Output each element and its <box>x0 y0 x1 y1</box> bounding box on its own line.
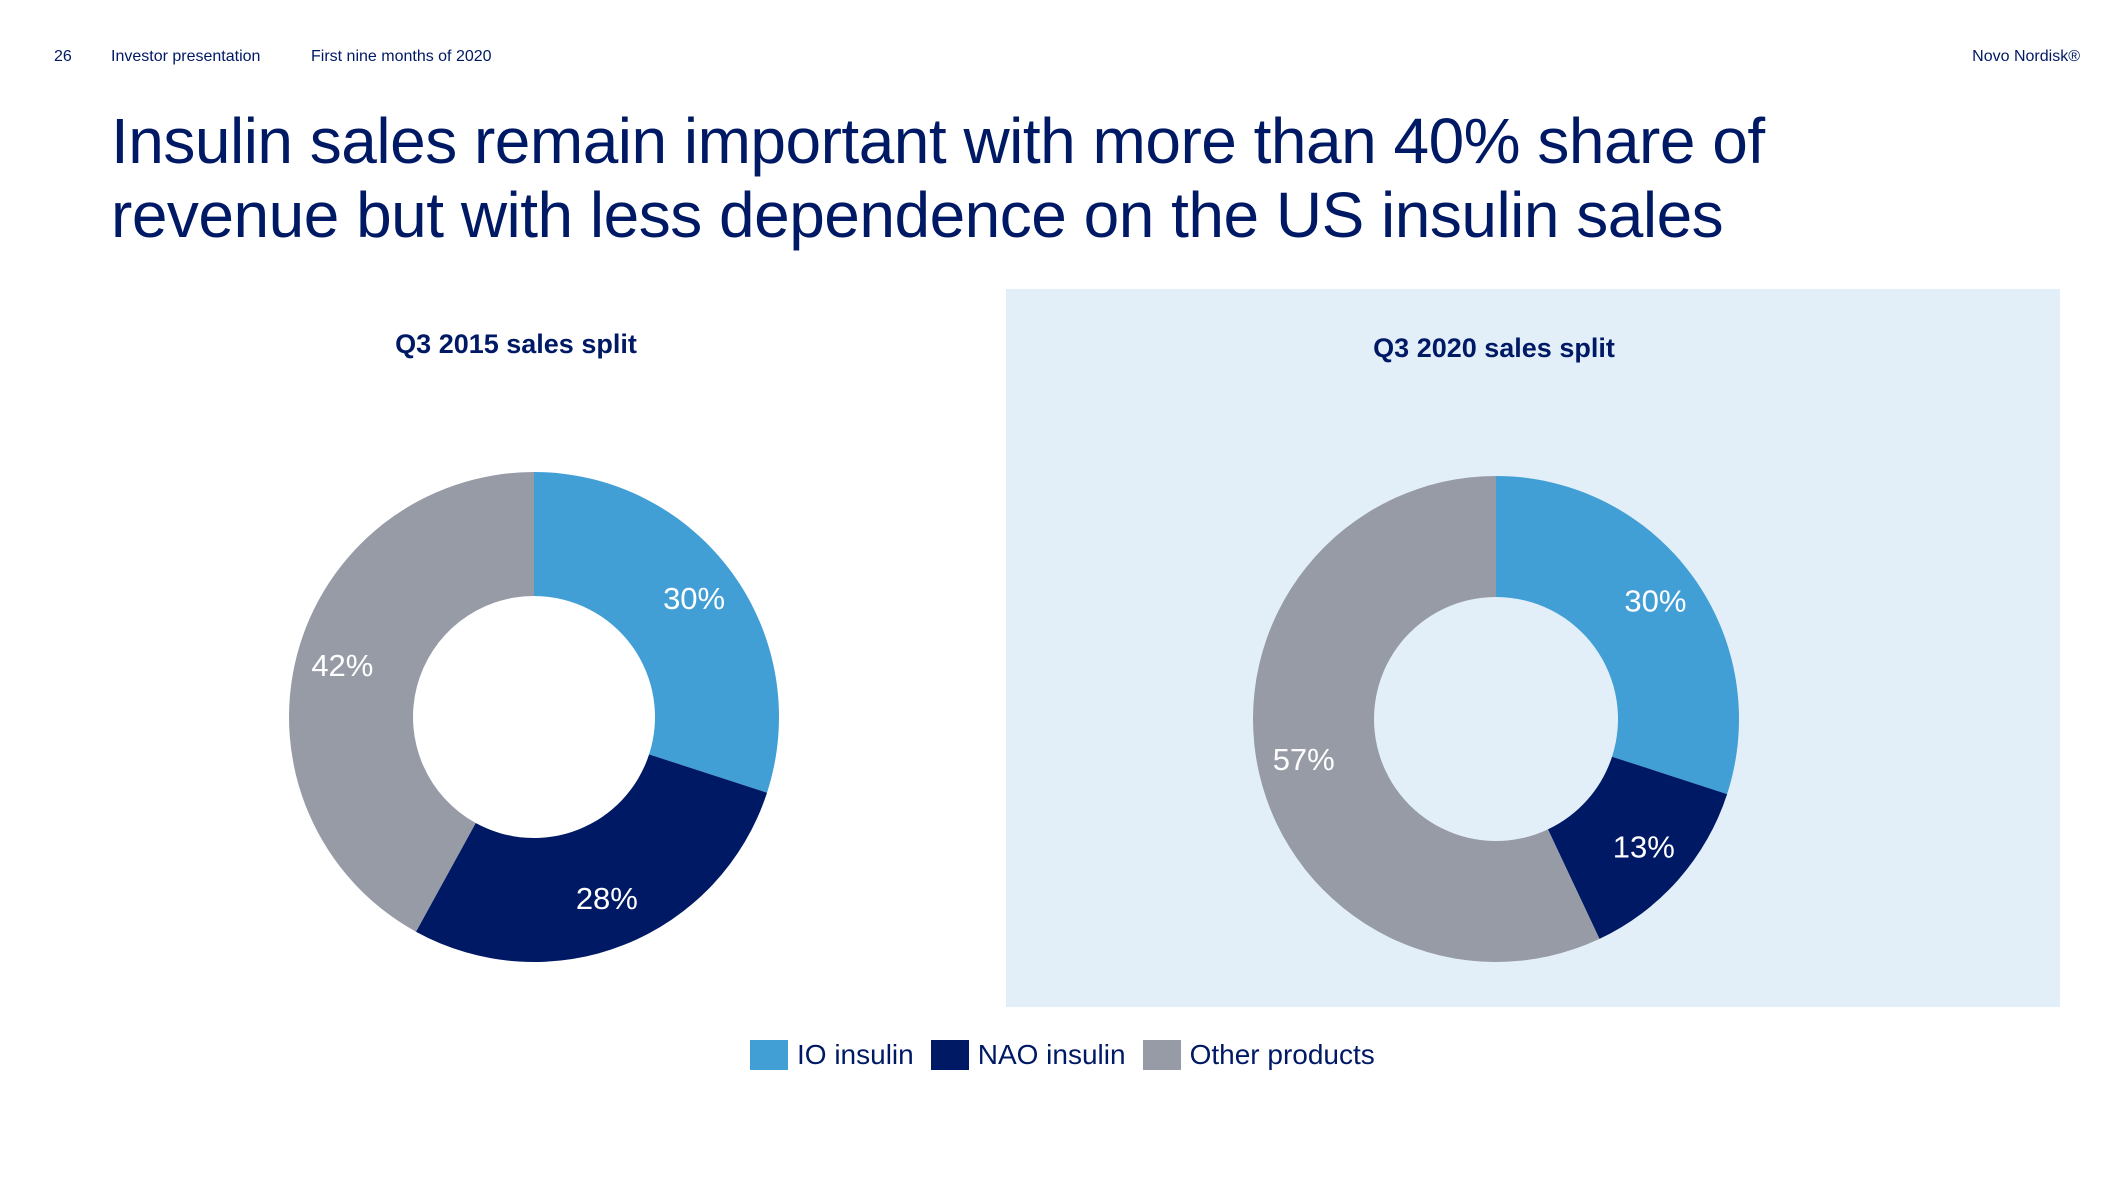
chart-title-q3-2020: Q3 2020 sales split <box>1373 333 1615 363</box>
chart-legend: IO insulin NAO insulin Other products <box>750 1038 1375 1072</box>
donut-slice-io-insulin <box>534 472 779 793</box>
donut-slice-io-insulin <box>1496 476 1739 795</box>
slice-label-io-insulin: 30% <box>663 581 725 616</box>
slide-headline: Insulin sales remain important with more… <box>111 104 2061 252</box>
donut-slice-other-products <box>1252 476 1600 962</box>
top-bar: 26 Investor presentation First nine mont… <box>0 48 2124 72</box>
donut-slice-other-products <box>289 472 534 932</box>
legend-label-other-products: Other products <box>1189 1039 1375 1070</box>
chart-title-q3-2015: Q3 2015 sales split <box>395 329 637 359</box>
headline-line-2: revenue but with less dependence on the … <box>111 179 1724 251</box>
slice-label-io-insulin: 30% <box>1624 583 1686 618</box>
legend-swatch-other-products <box>1142 1040 1181 1070</box>
legend-item-other-products: Other products <box>1142 1039 1375 1071</box>
legend-label-nao-insulin: NAO insulin <box>977 1039 1126 1070</box>
page-number: 26 <box>54 48 72 65</box>
donut-slice-nao-insulin <box>415 754 768 962</box>
legend-item-io-insulin: IO insulin <box>750 1039 914 1071</box>
legend-swatch-io-insulin <box>750 1040 788 1070</box>
donut-slice-nao-insulin <box>1547 756 1728 939</box>
legend-swatch-nao-insulin <box>930 1040 969 1070</box>
deck-period: First nine months of 2020 <box>311 48 492 65</box>
legend-label-io-insulin: IO insulin <box>797 1039 914 1070</box>
slice-label-other-products: 42% <box>311 648 373 683</box>
slice-label-nao-insulin: 28% <box>576 881 638 916</box>
legend-item-nao-insulin: NAO insulin <box>930 1039 1126 1071</box>
deck-title: Investor presentation <box>111 48 261 65</box>
headline-line-1: Insulin sales remain important with more… <box>111 105 1765 177</box>
slice-label-other-products: 57% <box>1273 742 1335 777</box>
slice-label-nao-insulin: 13% <box>1613 829 1675 864</box>
brand-name: Novo Nordisk® <box>1972 48 2080 65</box>
